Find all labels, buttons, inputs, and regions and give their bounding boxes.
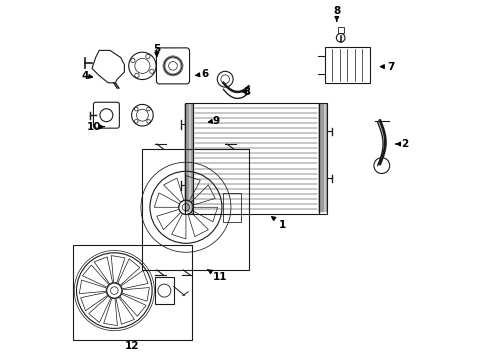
Bar <box>325 47 370 83</box>
Text: 12: 12 <box>124 341 139 351</box>
Text: 1: 1 <box>271 217 287 230</box>
Bar <box>155 277 174 304</box>
Text: 11: 11 <box>207 269 227 282</box>
Text: 3: 3 <box>243 87 250 97</box>
Bar <box>193 103 319 214</box>
Bar <box>185 103 193 214</box>
Bar <box>143 149 248 270</box>
Bar <box>222 193 241 222</box>
Text: 8: 8 <box>333 6 341 21</box>
Bar <box>73 245 192 340</box>
Text: 5: 5 <box>153 44 160 57</box>
Bar <box>319 103 327 214</box>
Bar <box>338 27 343 33</box>
Text: 9: 9 <box>208 116 220 126</box>
Text: 4: 4 <box>81 71 93 81</box>
Text: 7: 7 <box>380 62 394 72</box>
Text: 10: 10 <box>87 122 104 132</box>
Text: 2: 2 <box>396 139 409 149</box>
Text: 6: 6 <box>196 69 209 79</box>
